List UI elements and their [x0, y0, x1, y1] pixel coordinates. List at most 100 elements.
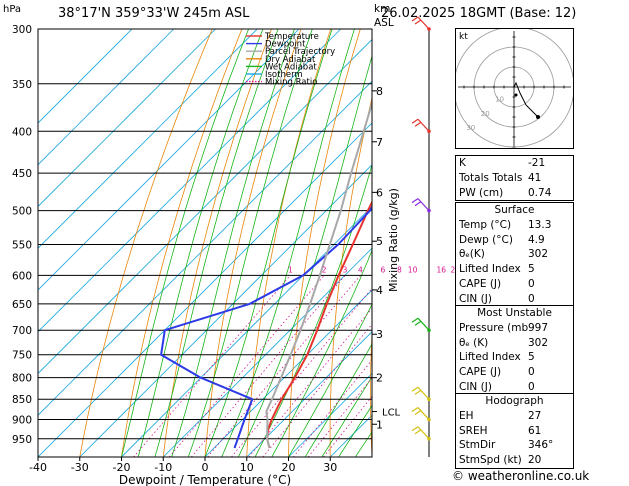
hodograph-trace: [513, 81, 539, 118]
isotherm-line: [288, 372, 372, 457]
dewpoint-series: [160, 205, 372, 449]
hodograph-ring-label: 20: [481, 110, 490, 118]
legend-label: Dry Adiabat: [265, 55, 316, 65]
wet-adiabat-line: [321, 375, 372, 457]
mixing-ratio-line: [207, 275, 361, 457]
pressure-tick-label: 650: [12, 299, 32, 311]
index-row-totals: Totals Totals 41: [459, 171, 542, 184]
index-row-k: K -21: [459, 157, 546, 169]
surface-row: Lifted Index 5: [459, 263, 535, 276]
most-unstable-table: Most Unstable Pressure (mb) 997 θₑ (K) 302…: [455, 305, 574, 396]
pressure-tick-label: 900: [12, 415, 32, 427]
km-tick-label: 1: [376, 418, 383, 431]
x-tick-label: -40: [29, 461, 47, 474]
mu-row: Pressure (mb) 997: [459, 321, 549, 334]
km-tick-label: 4: [376, 284, 383, 297]
wind-barb: [411, 16, 431, 31]
hodo-row: StmDir 346°: [459, 439, 554, 452]
isotherm-line: [204, 289, 372, 457]
surface-title: Surface: [494, 204, 535, 216]
datetime-title: 26.02.2025 18GMT (Base: 12): [381, 6, 577, 21]
legend-label: Wet Adiabat: [265, 62, 317, 72]
pressure-tick-label: 700: [12, 325, 32, 337]
pressure-tick-label: 600: [12, 270, 32, 282]
x-tick-label: 20: [282, 461, 296, 474]
legend-label: Dewpoint: [265, 40, 306, 50]
hodograph-unit-label: kt: [459, 32, 468, 42]
dry-adiabat-line: [370, 325, 372, 457]
legend-label: Mixing Ratio: [265, 78, 317, 88]
mu-row: θₑ (K) 302: [459, 336, 549, 349]
plot-area: [38, 29, 629, 457]
copyright-text: © weatheronline.co.uk: [452, 469, 590, 483]
indices-table: K -21 Totals Totals 41 PW (cm) 0.74: [455, 155, 574, 202]
pressure-tick-label: 800: [12, 373, 32, 385]
km-tick-label: 6: [376, 186, 383, 199]
hodograph-table-title: Hodograph: [485, 395, 544, 407]
wind-barb: [411, 198, 431, 213]
hodograph-plot: kt 10 20 30: [456, 29, 573, 148]
x-tick-label: 0: [202, 461, 209, 474]
isotherm-line: [38, 29, 133, 124]
mixing-ratio-axis-label: Mixing Ratio (g/kg): [387, 188, 400, 292]
mu-row: CAPE (J) 0: [459, 366, 535, 379]
pressure-tick-label: 350: [12, 79, 32, 91]
index-row-pw: PW (cm) 0.74: [459, 186, 552, 199]
x-tick-label: -30: [71, 461, 89, 474]
wet-adiabat-line: [154, 29, 279, 457]
hodograph-ring-label: 30: [466, 124, 475, 132]
mixing-ratio-label: 4: [358, 265, 363, 274]
isotherm-line: [38, 122, 372, 457]
pressure-tick-label: 400: [12, 126, 32, 138]
isotherm-line: [38, 29, 342, 333]
pressure-tick-label: 450: [12, 168, 32, 180]
mixing-ratio-label: 6: [381, 265, 386, 274]
isotherm-line: [79, 164, 372, 457]
wet-adiabat-line: [121, 29, 249, 457]
pressure-tick-label: 550: [12, 239, 32, 251]
x-tick-label: 10: [240, 461, 254, 474]
mixing-ratio-label: 16: [436, 265, 446, 274]
mu-row: CIN (J) 0: [459, 380, 535, 393]
surface-table: Surface Temp (°C) 13.3 Dewp (°C) 4.9 θₑ(K)…: [455, 202, 574, 308]
km-tick-label: 2: [376, 372, 383, 385]
km-tick-label: 7: [376, 136, 383, 149]
legend-label: Isotherm: [265, 70, 303, 80]
pressure-tick-label: 850: [12, 394, 32, 406]
wet-adiabat-line: [338, 404, 372, 457]
hodograph-ring-label: 10: [495, 95, 504, 103]
lcl-label: LCL: [382, 408, 401, 419]
hodograph-panel: kt 10 20 30: [455, 28, 574, 149]
wind-barb: [411, 386, 431, 402]
wet-adiabat-line: [221, 29, 355, 457]
pressure-tick-label: 500: [12, 206, 32, 218]
plot-frame: [37, 28, 373, 458]
hodo-row: SREH 61: [459, 424, 542, 437]
surface-row: θₑ(K) 302: [459, 248, 549, 261]
hodograph-endpoint: [536, 115, 540, 119]
mixing-ratio-line: [190, 275, 346, 457]
storm-motion-marker: [514, 93, 518, 97]
mu-row: Lifted Index 5: [459, 351, 535, 364]
wind-barb: [411, 317, 431, 333]
isotherm-line: [246, 331, 372, 457]
isotherm-line: [38, 29, 258, 249]
most-unstable-title: Most Unstable: [477, 307, 552, 319]
x-tick-label: -20: [113, 461, 131, 474]
wet-adiabat-line: [288, 303, 372, 457]
isotherm-line: [38, 29, 175, 166]
dry-adiabat-line: [622, 29, 629, 457]
mixing-ratio-label: 2: [322, 265, 327, 274]
surface-row: Temp (°C) 13.3: [459, 218, 552, 231]
surface-row: Dewp (°C) 4.9: [459, 233, 545, 246]
mixing-ratio-label: 1: [288, 265, 293, 274]
x-axis-label: Dewpoint / Temperature (°C): [119, 473, 291, 486]
legend-label: Parcel Trajectory: [265, 47, 335, 57]
isotherm-line: [162, 247, 372, 457]
wet-adiabat-line: [137, 29, 264, 457]
isotherm-line: [38, 29, 216, 208]
wind-barb: [411, 426, 431, 441]
km-axis-label: km: [374, 3, 390, 15]
wet-adiabat-line: [304, 343, 372, 457]
